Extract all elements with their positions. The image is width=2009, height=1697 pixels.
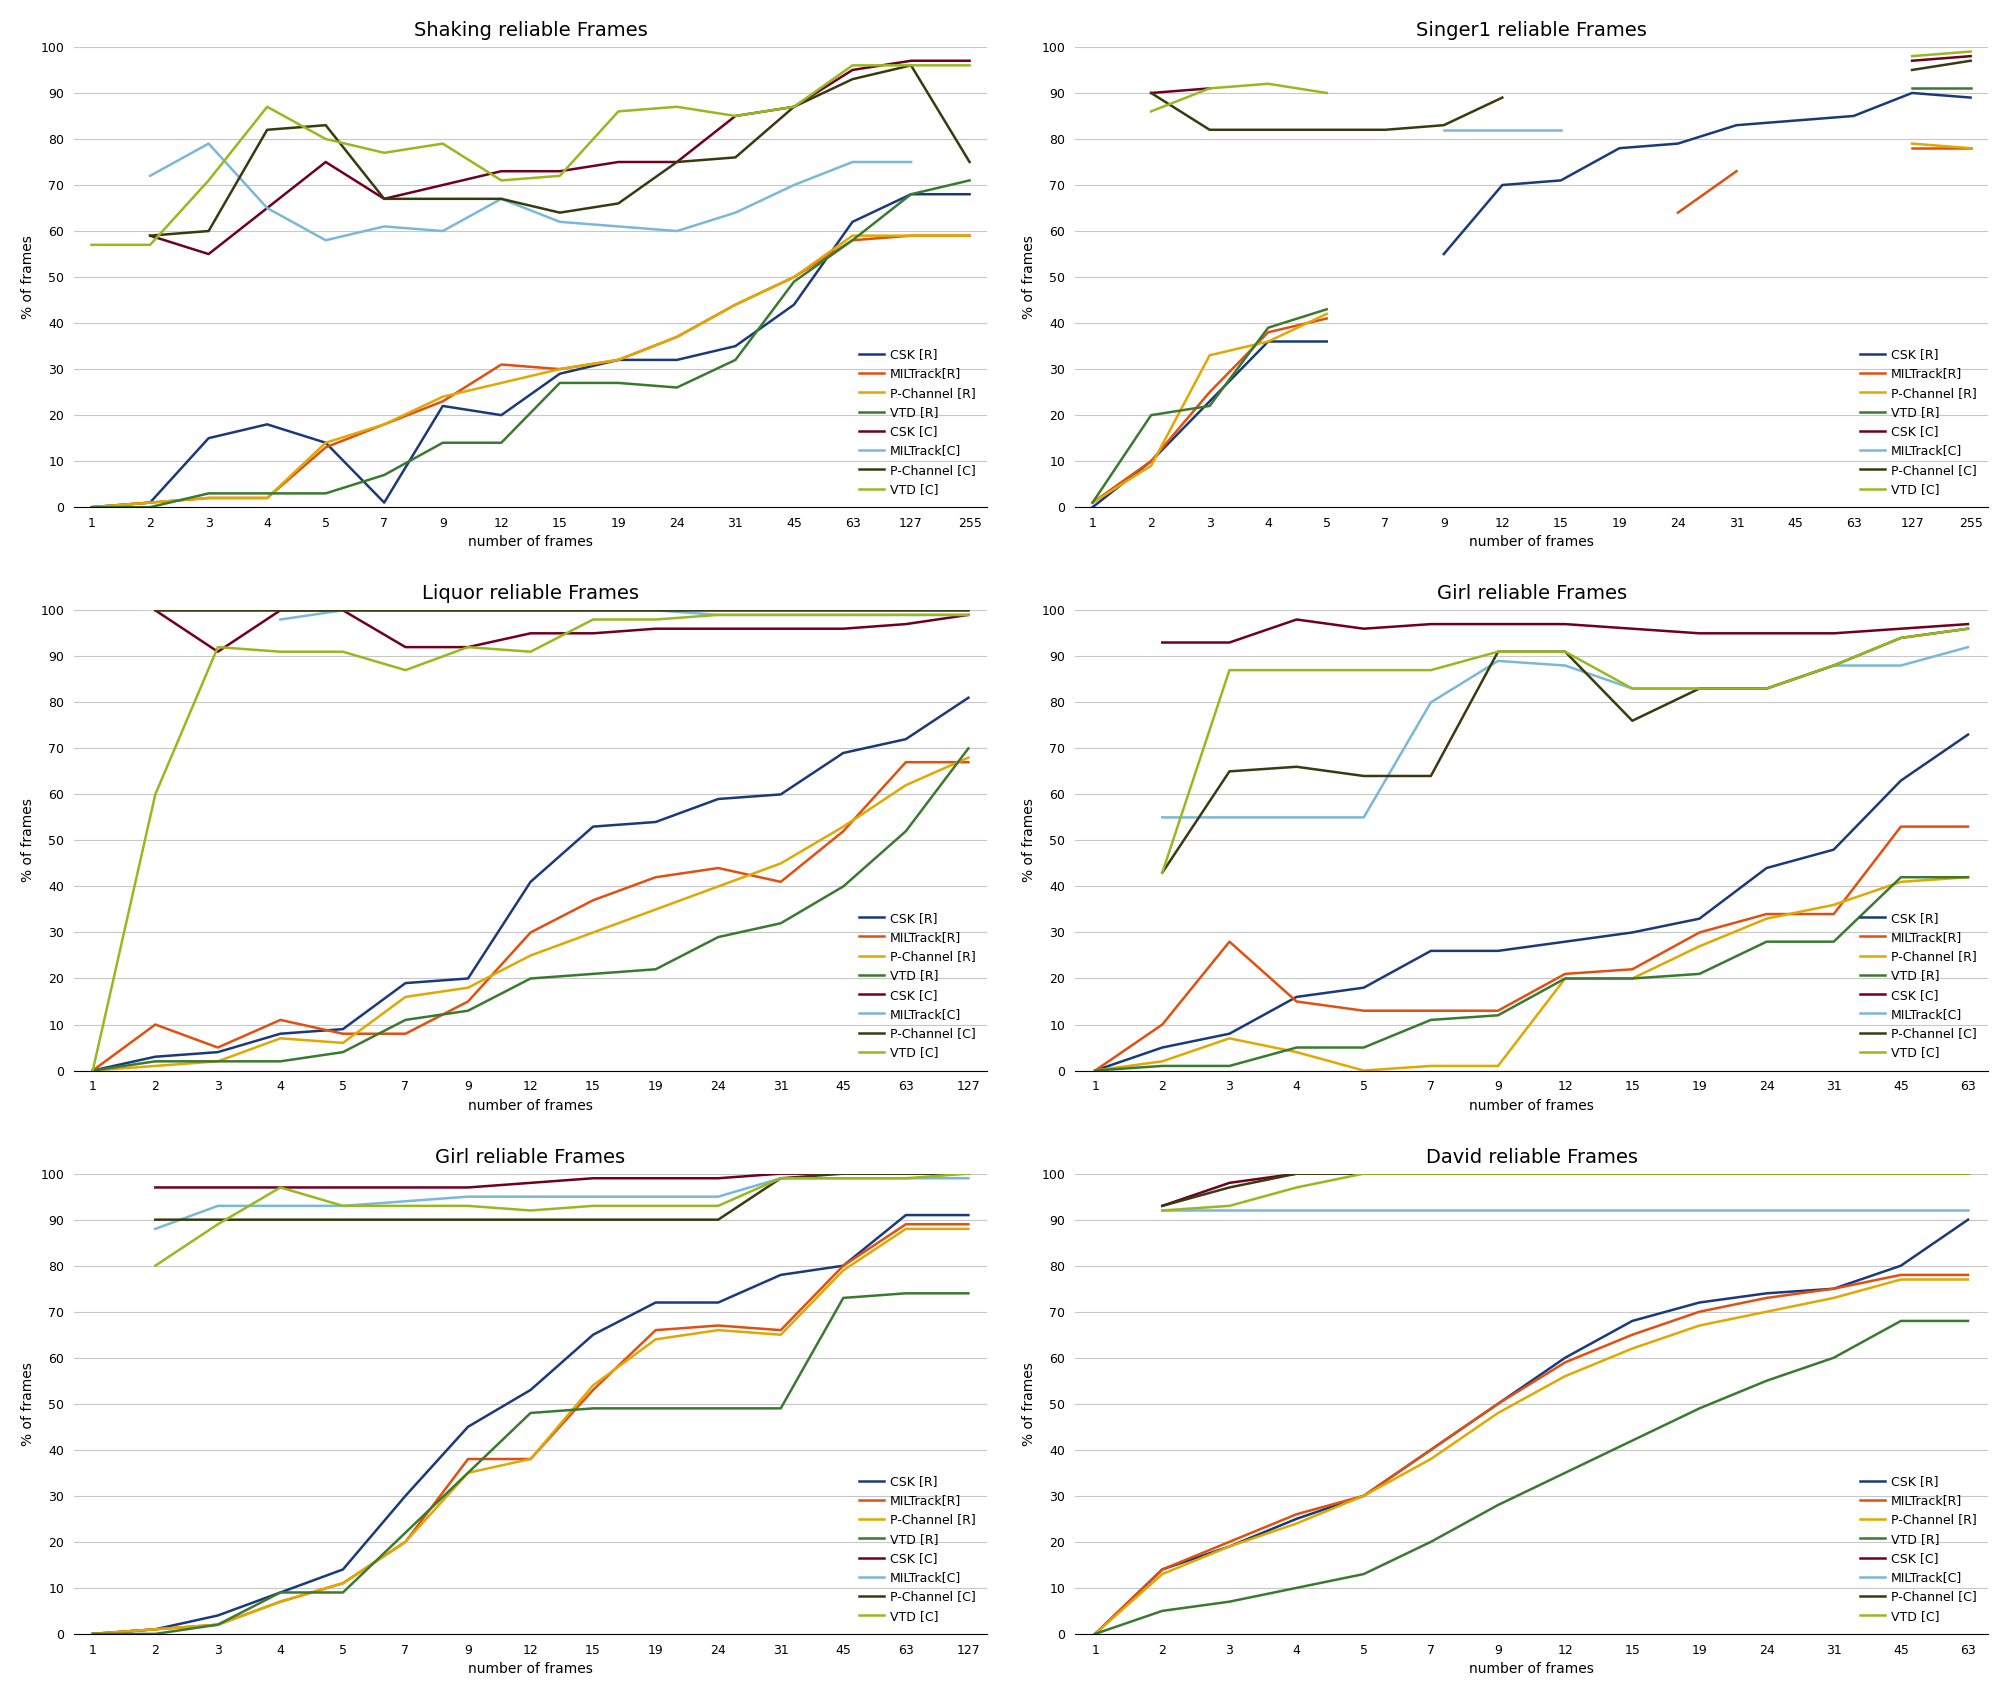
X-axis label: number of frames: number of frames [1469,1100,1593,1113]
Legend: CSK [R], MILTrack[R], P-Channel [R], VTD [R], CSK [C], MILTrack[C], P-Channel [C: CSK [R], MILTrack[R], P-Channel [R], VTD… [1854,343,1983,501]
Y-axis label: % of frames: % of frames [20,236,34,319]
X-axis label: number of frames: number of frames [1469,1661,1593,1677]
Y-axis label: % of frames: % of frames [20,1361,34,1446]
X-axis label: number of frames: number of frames [468,1661,593,1677]
Title: Liquor reliable Frames: Liquor reliable Frames [422,584,639,602]
Legend: CSK [R], MILTrack[R], P-Channel [R], VTD [R], CSK [C], MILTrack[C], P-Channel [C: CSK [R], MILTrack[R], P-Channel [R], VTD… [1854,1470,1983,1627]
Legend: CSK [R], MILTrack[R], P-Channel [R], VTD [R], CSK [C], MILTrack[C], P-Channel [C: CSK [R], MILTrack[R], P-Channel [R], VTD… [854,906,980,1064]
Title: David reliable Frames: David reliable Frames [1426,1147,1637,1166]
Legend: CSK [R], MILTrack[R], P-Channel [R], VTD [R], CSK [C], MILTrack[C], P-Channel [C: CSK [R], MILTrack[R], P-Channel [R], VTD… [854,1470,980,1627]
Y-axis label: % of frames: % of frames [1023,236,1037,319]
Y-axis label: % of frames: % of frames [20,799,34,882]
Y-axis label: % of frames: % of frames [1023,799,1037,882]
Title: Girl reliable Frames: Girl reliable Frames [436,1147,625,1166]
X-axis label: number of frames: number of frames [468,536,593,550]
Legend: CSK [R], MILTrack[R], P-Channel [R], VTD [R], CSK [C], MILTrack[C], P-Channel [C: CSK [R], MILTrack[R], P-Channel [R], VTD… [854,343,980,501]
X-axis label: number of frames: number of frames [1469,536,1593,550]
Title: Girl reliable Frames: Girl reliable Frames [1436,584,1627,602]
Title: Singer1 reliable Frames: Singer1 reliable Frames [1416,20,1647,39]
Title: Shaking reliable Frames: Shaking reliable Frames [414,20,647,39]
Legend: CSK [R], MILTrack[R], P-Channel [R], VTD [R], CSK [C], MILTrack[C], P-Channel [C: CSK [R], MILTrack[R], P-Channel [R], VTD… [1854,906,1983,1064]
Y-axis label: % of frames: % of frames [1023,1361,1037,1446]
X-axis label: number of frames: number of frames [468,1100,593,1113]
